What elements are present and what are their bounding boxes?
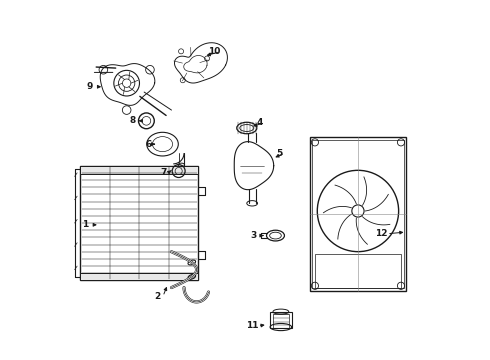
Text: 4: 4 bbox=[256, 118, 263, 127]
Text: 6: 6 bbox=[145, 140, 151, 149]
Text: 2: 2 bbox=[154, 292, 160, 301]
Text: 5: 5 bbox=[276, 149, 282, 158]
Bar bbox=[80, 273, 198, 280]
Bar bbox=[80, 166, 198, 174]
Text: 7: 7 bbox=[160, 168, 167, 177]
Bar bbox=[315, 254, 401, 288]
Text: 10: 10 bbox=[208, 47, 220, 56]
Text: 11: 11 bbox=[246, 321, 258, 330]
Text: 1: 1 bbox=[82, 220, 89, 229]
Bar bbox=[313, 140, 403, 288]
Text: 8: 8 bbox=[130, 116, 136, 125]
Bar bbox=[270, 312, 292, 328]
Bar bbox=[310, 137, 406, 291]
Bar bbox=[273, 314, 289, 328]
Text: 3: 3 bbox=[251, 231, 257, 240]
Text: 12: 12 bbox=[375, 229, 388, 238]
Bar bbox=[80, 166, 198, 280]
Text: 9: 9 bbox=[87, 82, 93, 91]
